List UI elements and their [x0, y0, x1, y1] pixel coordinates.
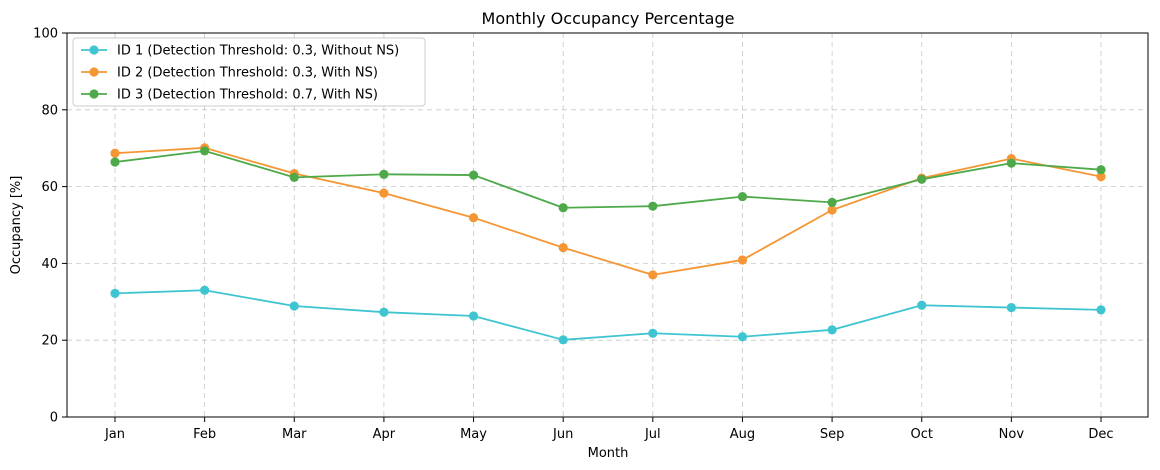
data-point: [1096, 305, 1106, 315]
legend-swatch-marker: [89, 67, 99, 77]
legend-swatch-marker: [89, 45, 99, 55]
data-point: [827, 197, 837, 207]
data-point: [289, 172, 299, 182]
legend-label: ID 2 (Detection Threshold: 0.3, With NS): [117, 66, 378, 81]
y-tick-label: 0: [50, 411, 58, 426]
data-point: [379, 169, 389, 179]
data-point: [827, 325, 837, 335]
chart-title: Monthly Occupancy Percentage: [482, 9, 735, 28]
y-tick-label: 60: [41, 180, 58, 195]
data-point: [648, 270, 658, 280]
legend-swatch-marker: [89, 89, 99, 99]
legend-box: [72, 37, 426, 107]
legend-item-2: ID 2 (Detection Threshold: 0.3, With NS): [81, 66, 378, 81]
data-point: [648, 328, 658, 338]
data-point: [110, 157, 120, 167]
data-point: [1096, 172, 1106, 182]
data-point: [468, 170, 479, 180]
legend-label: ID 3 (Detection Threshold: 0.7, With NS): [117, 88, 378, 103]
x-tick-label: Aug: [730, 427, 755, 442]
series-1: [110, 285, 1106, 345]
series-line: [114, 149, 1102, 209]
plot-frame: [66, 32, 1149, 418]
data-point: [200, 146, 210, 156]
legend-item-1: ID 1 (Detection Threshold: 0.3, Without …: [81, 44, 399, 59]
y-tick-label: 80: [41, 103, 58, 118]
data-point: [1096, 165, 1106, 175]
data-point: [648, 201, 658, 211]
x-tick-label: Apr: [373, 427, 396, 442]
data-point: [110, 148, 120, 158]
x-tick-label: Oct: [910, 427, 932, 442]
data-point: [1006, 158, 1016, 168]
x-tick-label: Sep: [820, 427, 845, 442]
y-tick-label: 100: [33, 27, 58, 42]
data-point: [558, 335, 568, 345]
axes: Jan Feb Mar Apr May Jun Jul Aug Sep Oct Nov Dec 0 20 4…: [33, 27, 1113, 443]
data-point: [917, 300, 927, 310]
data-point: [558, 243, 568, 253]
data-point: [558, 203, 568, 213]
series-line: [114, 146, 1102, 276]
data-point: [468, 213, 479, 223]
x-tick-label: Dec: [1088, 427, 1113, 442]
data-point: [737, 191, 748, 202]
data-point: [737, 255, 748, 265]
data-point: [917, 174, 927, 184]
legend-label: ID 1 (Detection Threshold: 0.3, Without …: [117, 44, 399, 59]
series-2: [110, 143, 1106, 280]
x-tick-label: Jul: [644, 427, 661, 442]
y-axis-label: Occupancy [%]: [9, 176, 24, 275]
data-point: [200, 285, 210, 295]
legend: ID 1 (Detection Threshold: 0.3, Without …: [72, 37, 426, 107]
data-point: [289, 301, 299, 311]
y-tick-label: 20: [41, 334, 58, 349]
data-point: [468, 311, 479, 321]
data-point: [737, 332, 748, 342]
series-layer: [110, 143, 1106, 345]
series-3: [110, 146, 1106, 213]
data-point: [1006, 302, 1016, 313]
x-tick-label: May: [460, 427, 487, 442]
data-point: [110, 288, 120, 298]
x-tick-label: Mar: [282, 427, 307, 442]
x-tick-label: Feb: [193, 427, 216, 442]
data-point: [379, 307, 389, 317]
x-axis-label: Month: [588, 446, 629, 461]
data-point: [379, 188, 389, 198]
x-tick-label: Jun: [552, 427, 573, 442]
data-point: [827, 205, 837, 215]
x-tick-label: Nov: [999, 427, 1025, 442]
y-tick-label: 40: [41, 257, 58, 272]
legend-item-3: ID 3 (Detection Threshold: 0.7, With NS): [81, 88, 378, 103]
x-tick-label: Jan: [104, 427, 125, 442]
series-line: [114, 289, 1102, 341]
